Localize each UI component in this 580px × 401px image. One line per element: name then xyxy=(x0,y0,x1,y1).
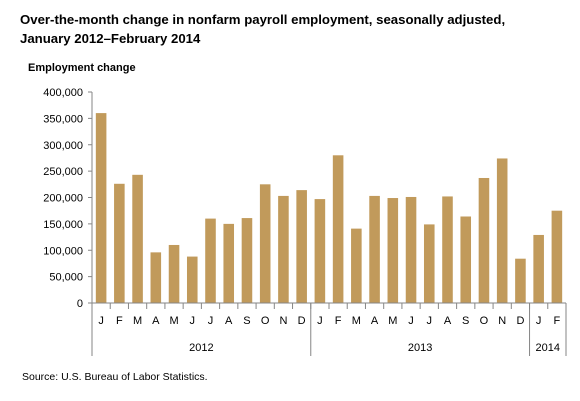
bar xyxy=(460,216,472,303)
bar xyxy=(551,210,563,303)
bar xyxy=(369,195,380,303)
x-tick-label: O xyxy=(480,315,489,327)
x-tick-label: F xyxy=(335,315,342,327)
bar xyxy=(332,155,344,303)
bar xyxy=(114,183,125,303)
x-tick-label: D xyxy=(516,315,524,327)
bar xyxy=(442,196,453,303)
y-tick-label: 300,000 xyxy=(43,140,83,152)
x-tick-label: A xyxy=(225,315,233,327)
bar xyxy=(496,158,508,303)
bar xyxy=(205,218,216,303)
year-label: 2014 xyxy=(536,342,560,354)
y-tick-label: 400,000 xyxy=(43,87,83,99)
bar xyxy=(314,199,326,303)
x-tick-label: J xyxy=(427,315,433,327)
x-tick-label: M xyxy=(388,315,397,327)
chart-title-line2: January 2012–February 2014 xyxy=(20,31,201,46)
x-tick-label: A xyxy=(371,315,379,327)
bar xyxy=(515,258,526,303)
bar xyxy=(150,252,162,303)
y-tick-label: 150,000 xyxy=(43,219,83,231)
bar xyxy=(387,198,399,303)
x-tick-label: M xyxy=(352,315,361,327)
x-tick-label: J xyxy=(208,315,214,327)
year-label: 2012 xyxy=(189,342,213,354)
bar xyxy=(478,177,490,303)
x-tick-label: F xyxy=(116,315,123,327)
bar xyxy=(223,223,235,303)
x-tick-label: M xyxy=(133,315,142,327)
x-tick-label: N xyxy=(498,315,506,327)
bar xyxy=(423,224,435,303)
chart-title-line1: Over-the-month change in nonfarm payroll… xyxy=(20,12,505,27)
bar xyxy=(241,218,253,303)
bar xyxy=(278,195,289,303)
bar xyxy=(405,196,417,303)
x-tick-label: J xyxy=(190,315,196,327)
x-tick-label: O xyxy=(261,315,270,327)
bar xyxy=(186,256,198,303)
x-tick-label: A xyxy=(444,315,452,327)
bar xyxy=(259,184,271,303)
y-tick-label: 50,000 xyxy=(49,272,83,284)
bar xyxy=(296,190,307,303)
year-label: 2013 xyxy=(408,342,432,354)
x-tick-label: A xyxy=(152,315,160,327)
x-tick-label: J xyxy=(98,315,104,327)
x-tick-label: J xyxy=(317,315,323,327)
x-tick-label: S xyxy=(462,315,469,327)
y-tick-label: 250,000 xyxy=(43,166,83,178)
bar xyxy=(351,228,362,303)
x-tick-label: S xyxy=(243,315,250,327)
source-note: Source: U.S. Bureau of Labor Statistics. xyxy=(22,371,208,383)
bar xyxy=(168,244,180,303)
x-tick-label: N xyxy=(279,315,287,327)
x-tick-label: M xyxy=(169,315,178,327)
x-tick-label: D xyxy=(298,315,306,327)
x-tick-label: J xyxy=(408,315,414,327)
plot-area: 0 50,000 100,000 150,000 200,000 250,000 300,0… xyxy=(43,87,567,356)
x-tick-label: J xyxy=(536,315,542,327)
y-tick-label: 0 xyxy=(77,298,83,310)
x-tick-label: F xyxy=(554,315,561,327)
bar xyxy=(132,174,143,303)
y-tick-label: 350,000 xyxy=(43,113,83,125)
y-axis-label: Employment change xyxy=(28,62,136,74)
y-tick-label: 200,000 xyxy=(43,193,83,205)
bar xyxy=(533,234,544,303)
bar xyxy=(95,113,107,303)
y-tick-label: 100,000 xyxy=(43,245,83,257)
